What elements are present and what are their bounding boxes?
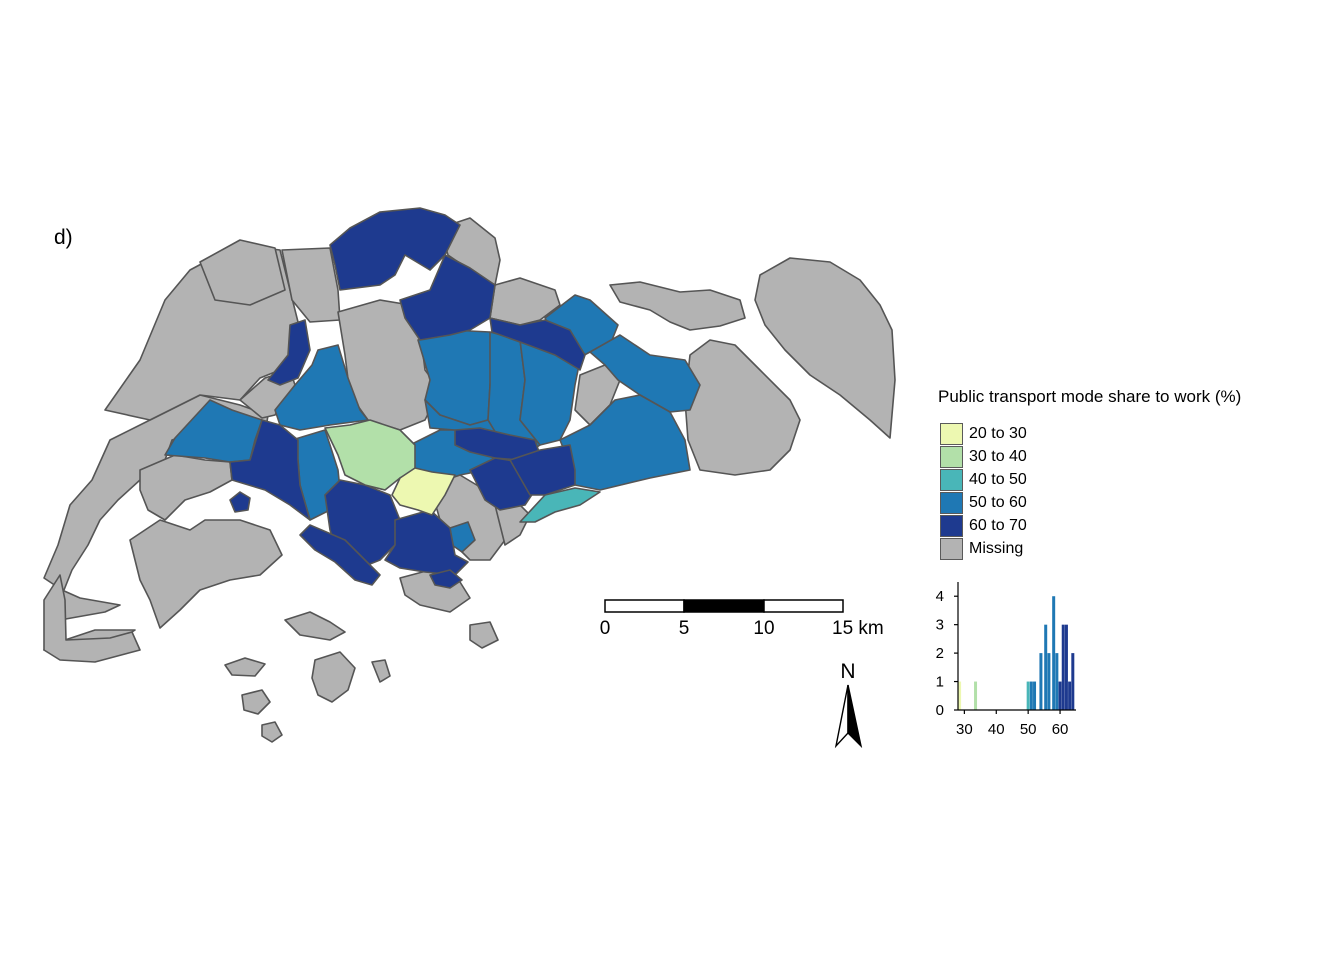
region-southern-islands-1 [284,611,346,641]
legend-swatch [940,445,963,468]
hist-bar [1044,624,1048,710]
legend-swatch [940,468,963,491]
hist-bar [1033,681,1037,710]
hist-x-tick-label: 40 [988,721,1005,738]
hist-y-tick-label: 4 [936,588,944,605]
legend-label: 20 to 30 [969,424,1027,442]
legend-item: 30 to 40 [940,445,1027,468]
legend-label: 40 to 50 [969,470,1027,488]
hist-x-tick-label: 60 [1052,721,1069,738]
scale-tick-3: 15 km [832,618,884,639]
region-tampines [589,334,701,413]
legend-swatch [940,491,963,514]
scale-tick-1: 5 [679,618,690,639]
legend-label: 50 to 60 [969,493,1027,511]
region-pulau-ubin [609,281,746,331]
histogram-inset: 0 1 2 3 4 30 40 50 60 [936,582,1076,738]
legend: 20 to 30 30 to 40 40 to 50 50 to 60 60 to 70… [940,422,1027,560]
singapore-map [43,207,896,743]
legend-label: 60 to 70 [969,516,1027,534]
region-tuas-pier [229,491,251,513]
scale-tick-0: 0 [600,618,611,639]
hist-bar [1026,681,1030,710]
scale-bar-segment-1 [683,599,765,613]
region-changi [684,339,801,476]
legend-swatch [940,537,963,560]
scale-bar-segment-0 [604,599,685,613]
north-arrow-label: N [840,660,855,683]
hist-bar [1068,681,1072,710]
legend-title: Public transport mode share to work (%) [938,387,1242,406]
scale-tick-2: 10 [753,618,774,639]
region-woodlands [329,207,461,291]
hist-bar [958,681,962,710]
hist-bar [1064,624,1068,710]
scale-bar-segment-2 [763,599,844,613]
hist-bar [1061,624,1065,710]
hist-x-tick-label: 50 [1020,721,1037,738]
region-jurong-islands [129,519,283,629]
region-jurong-west [229,419,311,521]
region-southern-islands-3 [224,657,266,677]
hist-bar [974,681,978,710]
legend-swatch [940,422,963,445]
legend-item: 50 to 60 [940,491,1027,514]
north-arrow-right-half [847,684,863,749]
legend-item: 40 to 50 [940,468,1027,491]
region-sengkang [489,317,586,371]
region-bukit-panjang [274,344,369,431]
hist-y-tick-label: 2 [936,645,944,662]
legend-item: 20 to 30 [940,422,1027,445]
region-tuas-west [43,574,141,663]
north-arrow: N [834,660,863,749]
hist-bar [1029,681,1033,710]
region-southern-islands-2 [311,651,356,703]
panel-label: d) [54,226,73,249]
hist-y-tick-label: 0 [936,702,944,719]
region-jurong-docks [299,524,381,586]
region-southern-islands-6 [371,659,391,683]
region-southern-islands-5 [261,721,283,743]
region-marine-parade [509,444,576,496]
region-east-coast [519,487,601,523]
hist-bar [1039,653,1043,710]
hist-bar [1047,653,1051,710]
hist-x-tick-label: 30 [956,721,973,738]
legend-label: Missing [969,539,1024,557]
region-southern-islands-4 [241,689,271,715]
hist-bar [1058,681,1062,710]
region-pulau-tekong [754,257,896,439]
hist-bar [1055,653,1059,710]
hist-bar [1052,596,1056,710]
region-yew-tee [267,319,311,386]
legend-swatch [940,514,963,537]
scale-bar: 0 5 10 15 km [600,599,884,639]
hist-y-tick-label: 3 [936,617,944,634]
north-arrow-left-half [834,684,849,749]
region-tanglin [391,467,456,516]
region-sentosa-blue [429,569,463,589]
legend-item: Missing [940,537,1027,560]
region-east-islets [469,621,499,649]
region-lim-chu-kang [199,239,286,306]
legend-label: 30 to 40 [969,447,1027,465]
legend-item: 60 to 70 [940,514,1027,537]
region-jurong-port [139,454,233,521]
hist-bar [1071,653,1075,710]
hist-y-tick-label: 1 [936,674,944,691]
